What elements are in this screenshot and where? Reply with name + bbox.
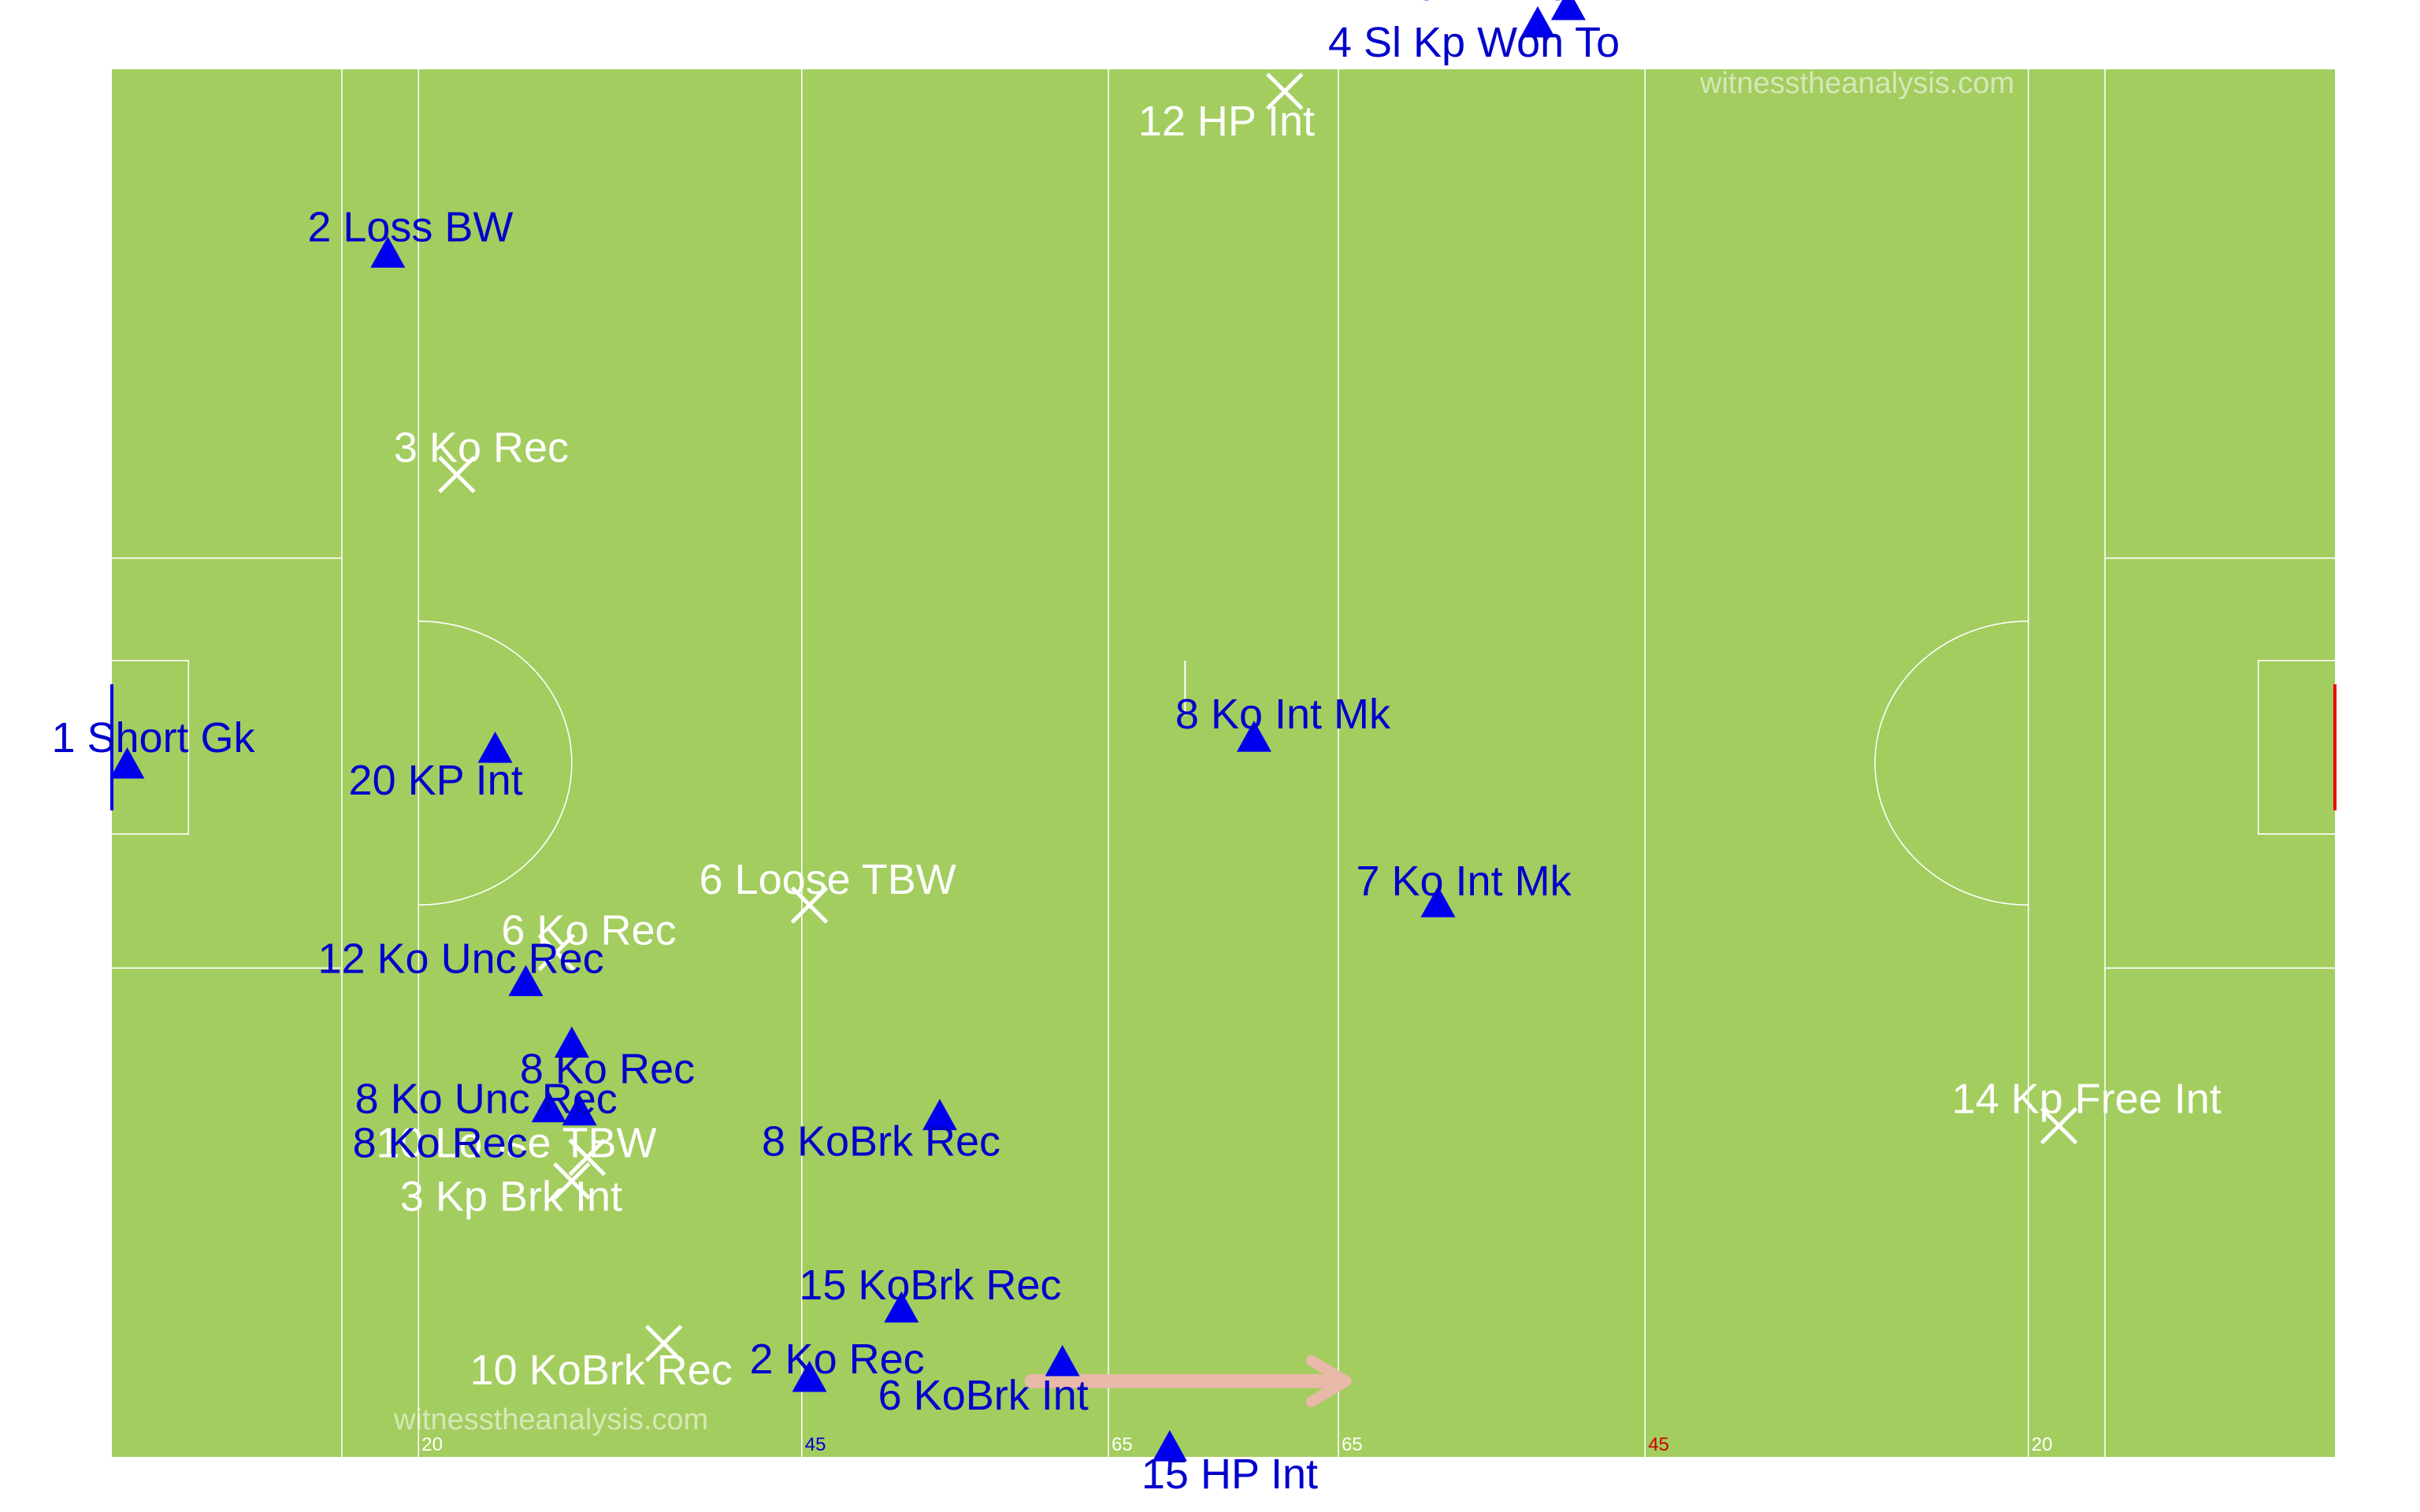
- distance-label: 45: [805, 1434, 826, 1455]
- watermark-bottom: witnesstheanalysis.com: [393, 1403, 708, 1436]
- team-event-triangle: [531, 1091, 566, 1123]
- team-markers: [109, 0, 1586, 1462]
- distance-label: 45: [1648, 1434, 1669, 1455]
- pitch-lines: [112, 69, 2335, 1457]
- team-event-label: 2 Ko Rec: [750, 1336, 925, 1383]
- team-event-triangle: [477, 731, 513, 763]
- team-event-label: 7 Ko Int Mk: [1356, 858, 1572, 905]
- team-event-label: 21 KoBrk Int: [1327, 0, 1561, 9]
- opposition-event-cross: [537, 933, 576, 972]
- team-event-label: 2 Loss BW: [307, 203, 513, 250]
- team-event-triangle: [884, 1291, 919, 1323]
- opposition-event-cross: [644, 1325, 683, 1362]
- opposition-event-label: 3 Ko Rec: [394, 424, 569, 472]
- opposition-labels: 3 Ko Rec 6 Loose TBW 6 Ko Rec 10 Loose TBW 3…: [376, 98, 2221, 1394]
- team-event-triangle: [554, 1026, 589, 1058]
- pitch-grass: [112, 69, 2335, 1457]
- team-event-label: 15 HP Int: [1141, 1451, 1318, 1498]
- arrow-layer: [1024, 660, 1352, 1407]
- opposition-event-cross: [790, 886, 829, 924]
- left-small-box: [112, 660, 190, 835]
- team-event-label: 8 KoBrk Rec: [762, 1118, 1000, 1166]
- opposition-event-label: 6 Loose TBW: [700, 856, 956, 903]
- team-event-triangle: [1236, 720, 1271, 752]
- team-event-triangle: [1152, 1429, 1187, 1462]
- opposition-event-cross: [553, 1162, 591, 1200]
- opposition-markers: [438, 72, 2078, 1362]
- team-event-triangle: [1550, 0, 1586, 20]
- distance-labels: 20 45 65 65 45 20: [421, 1434, 2052, 1455]
- team-event-triangle: [562, 1094, 597, 1126]
- team-event-label: 12 Ko Unc Rec: [317, 935, 603, 982]
- team-event-label: 1 Short Gk: [51, 714, 255, 762]
- distance-label: 20: [421, 1434, 443, 1455]
- team-event-label: 15 KoBrk Rec: [799, 1262, 1061, 1309]
- pass-arrow-head: [1305, 1354, 1352, 1407]
- team-event-label: 20 KP Int: [349, 757, 523, 804]
- team-event-label: 8 Ko Rec: [520, 1045, 695, 1092]
- goal-markers: [110, 684, 2336, 811]
- opposition-event-label: 6 Ko Rec: [501, 906, 676, 954]
- distance-label: 65: [1112, 1434, 1133, 1455]
- opposition-event-cross: [1266, 72, 1304, 110]
- opposition-event-label: 10 Loose TBW: [376, 1120, 656, 1167]
- team-event-triangle: [1520, 6, 1555, 38]
- opposition-event-cross: [438, 455, 476, 494]
- team-event-label: 8 Ko Unc Rec: [355, 1075, 618, 1122]
- team-event-label: 6 KoBrk Int: [878, 1372, 1089, 1419]
- team-event-triangle: [508, 965, 544, 996]
- opposition-event-label: 14 Kp Free Int: [1952, 1076, 2221, 1123]
- right-large-box: [2105, 557, 2335, 969]
- opposition-event-label: 3 Kp Brk Int: [400, 1173, 622, 1221]
- team-event-label: 8 Ko Int Mk: [1175, 691, 1391, 738]
- opposition-event-cross: [2040, 1106, 2078, 1145]
- team-event-label: 4 Sl Kp Won To: [1328, 19, 1620, 66]
- team-event-triangle: [370, 236, 406, 268]
- team-event-triangle: [1420, 886, 1456, 917]
- right-small-box: [2257, 660, 2335, 835]
- opposition-event-label: 10 KoBrk Rec: [470, 1347, 733, 1394]
- opposition-event-cross: [568, 1138, 607, 1177]
- watermarks: witnesstheanalysis.com witnesstheanalysi…: [393, 67, 2014, 1436]
- distance-label: 65: [1342, 1434, 1363, 1455]
- team-event-label: 8 Ko Rec: [353, 1120, 528, 1167]
- team-event-triangle: [792, 1360, 827, 1392]
- left-large-box: [112, 557, 342, 969]
- team-event-triangle: [1045, 1344, 1080, 1377]
- team-labels: 1 Short Gk 2 Loss BW 20 KP Int 12 Ko Unc Re…: [51, 0, 1620, 1498]
- distance-label: 20: [2032, 1434, 2053, 1455]
- team-event-triangle: [109, 747, 145, 779]
- watermark-top: witnesstheanalysis.com: [1699, 67, 2014, 100]
- opposition-event-label: 12 HP Int: [1138, 98, 1315, 145]
- team-event-triangle: [922, 1099, 957, 1131]
